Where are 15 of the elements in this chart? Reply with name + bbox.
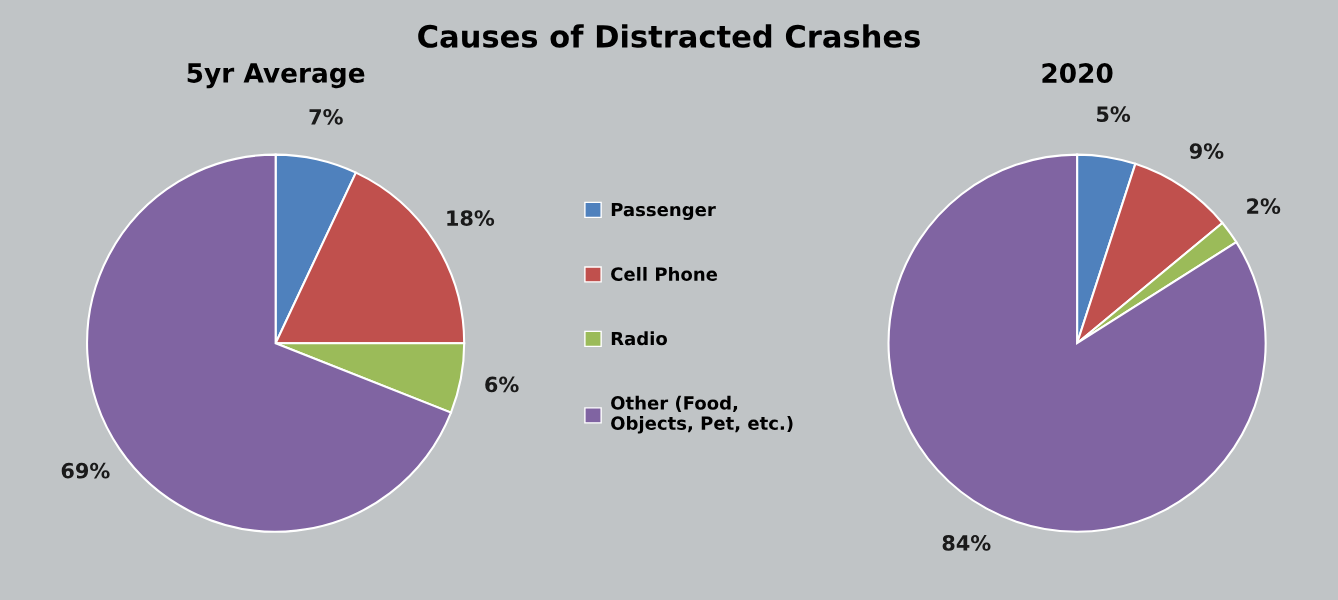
data-label: 5% (1097, 106, 1131, 123)
data-label: 9% (1189, 143, 1224, 159)
legend-label: Cell Phone (611, 266, 718, 281)
legend-label: Radio (611, 331, 668, 346)
data-label: 18% (447, 210, 495, 226)
data-label: 6% (485, 376, 519, 393)
data-label: 84% (942, 535, 991, 551)
data-label: 69% (61, 462, 110, 479)
data-label: 7% (309, 108, 343, 125)
chart-title: 5yr Average (187, 63, 365, 89)
legend-label: Passenger (611, 202, 716, 220)
chart-title: 2020 (1042, 63, 1113, 84)
data-label: 2% (1247, 198, 1281, 215)
text: Causes of Distracted Crashes (418, 24, 920, 48)
legend-label: Other (Food, Objects, Pet, etc.) (611, 395, 793, 434)
